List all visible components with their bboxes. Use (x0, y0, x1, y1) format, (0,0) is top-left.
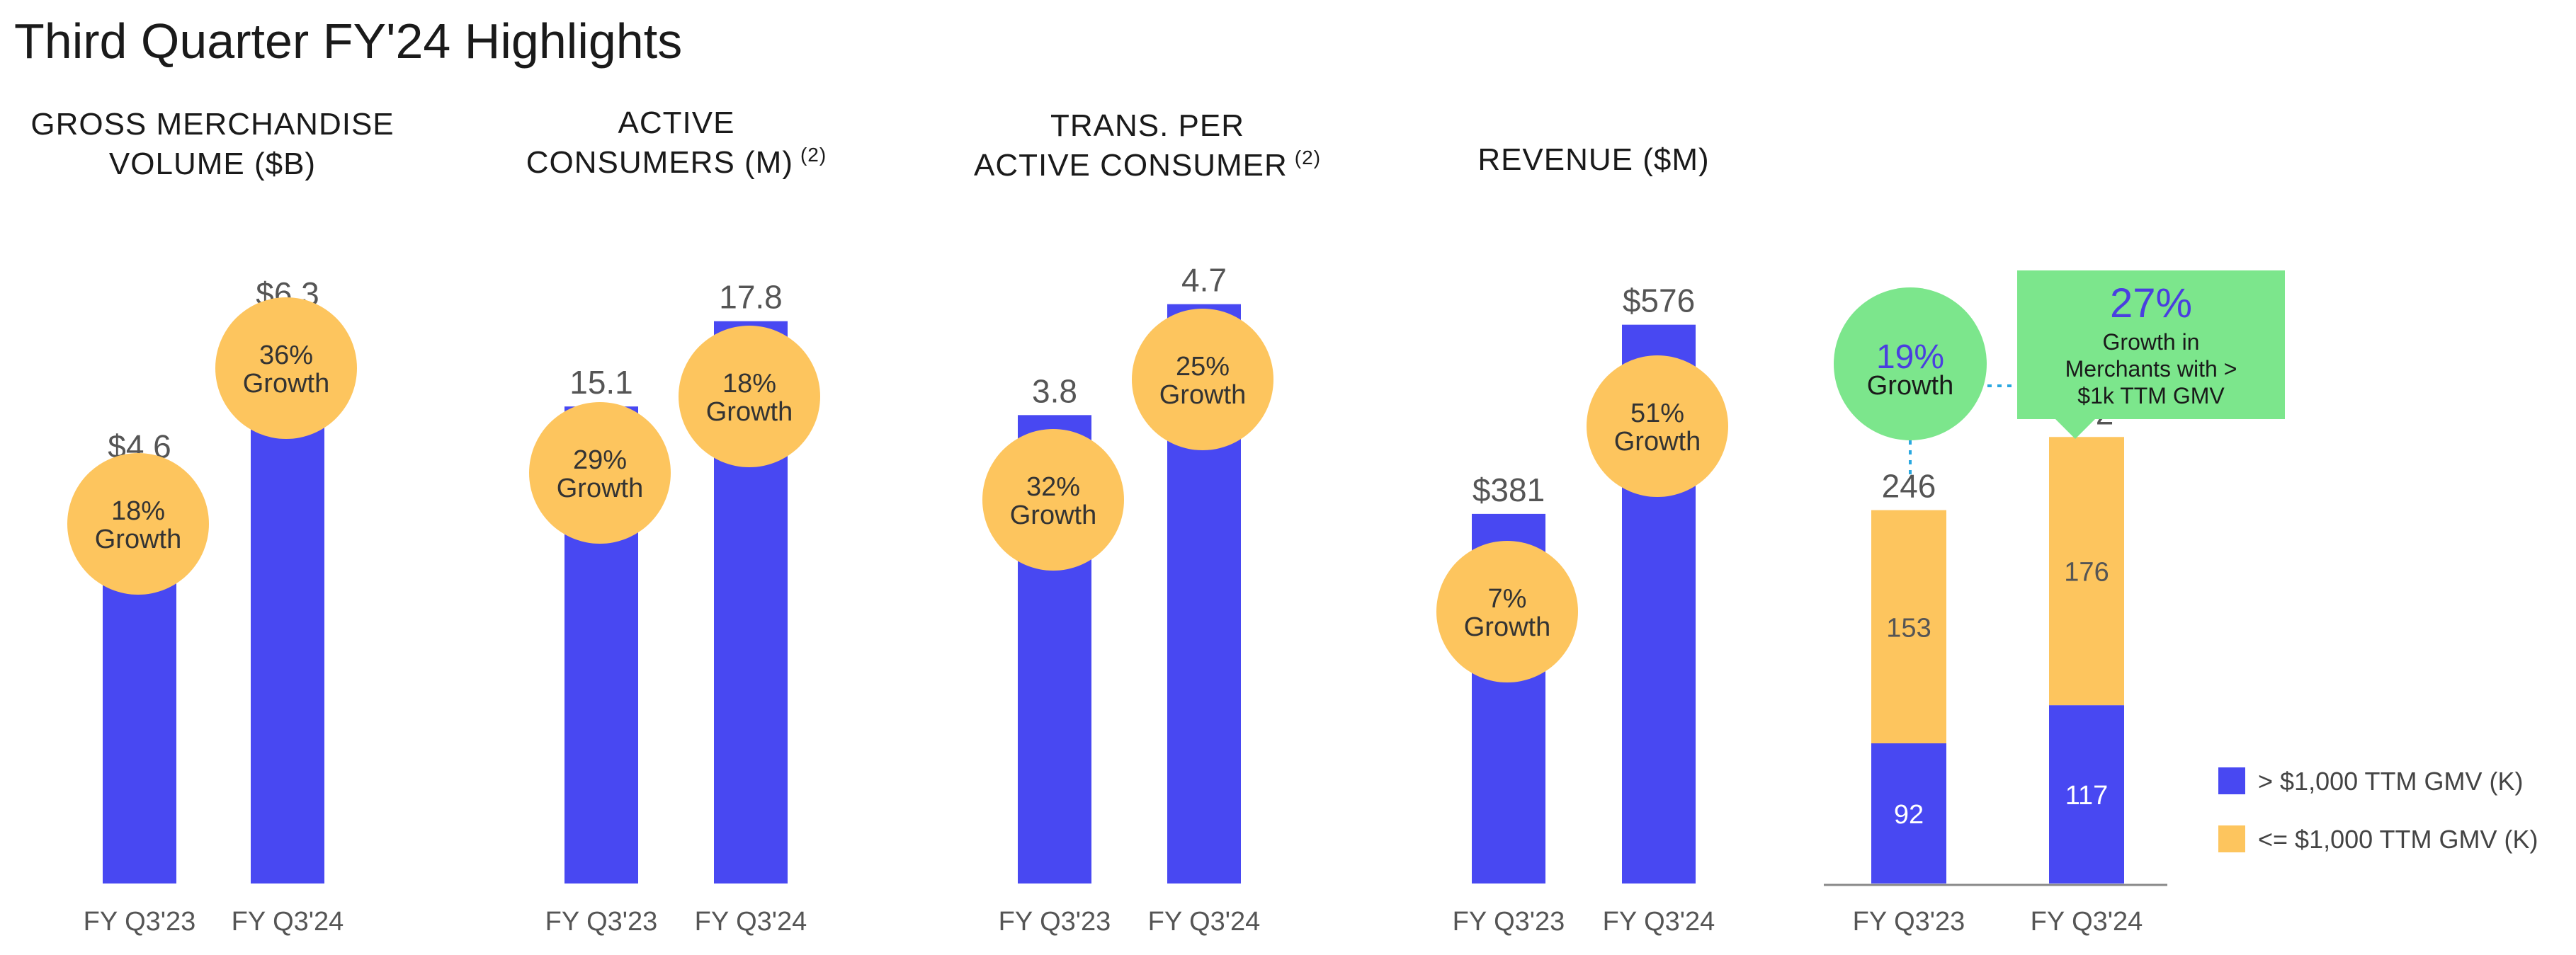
chart-0-x-tick-0: FY Q3'23 (84, 907, 196, 937)
chart-0-growth-word-0: Growth (95, 525, 181, 554)
chart-3-title: REVENUE ($M) (1477, 142, 1709, 177)
legend-label-1: <= $1,000 TTM GMV (K) (2258, 825, 2538, 854)
chart-1-x-tick-0: FY Q3'23 (545, 907, 658, 937)
legend-swatch-0 (2218, 767, 2245, 794)
chart-2-title-line2: ACTIVE CONSUMER (2) (974, 147, 1321, 183)
merchants-bar-high-gmv-1 (2049, 705, 2124, 883)
merchants-growth-box (2017, 270, 2285, 439)
chart-1-x-tick-1: FY Q3'24 (695, 907, 807, 937)
chart-0-growth-pct-0: 18% (111, 496, 165, 526)
merchants-x-tick-1: FY Q3'24 (2031, 907, 2143, 937)
chart-3-growth-word-0: Growth (1464, 612, 1550, 642)
chart-0-title: GROSS MERCHANDISE (30, 107, 394, 142)
chart-2-x-tick-1: FY Q3'24 (1148, 907, 1261, 937)
chart-3-growth-badge-0 (1436, 541, 1578, 682)
merchants-bar-low-gmv-1 (2049, 437, 2124, 706)
chart-1-growth-pct-0: 29% (573, 445, 627, 475)
chart-1-title-line2: CONSUMERS (M) (2) (526, 144, 827, 180)
chart-2-growth-word-0: Growth (1010, 501, 1096, 530)
chart-3-growth-word-1: Growth (1614, 427, 1701, 457)
chart-2-growth-badge-1 (1132, 309, 1273, 450)
chart-3-growth-pct-0: 7% (1488, 584, 1527, 614)
chart-0-growth-pct-1: 36% (259, 341, 313, 370)
chart-2-growth-badge-0 (982, 429, 1124, 571)
merchants-high-gmv-label-0: 92 (1894, 800, 1924, 830)
chart-1-growth-word-0: Growth (557, 474, 643, 503)
merchants-low-gmv-label-0: 153 (1886, 613, 1931, 643)
chart-1-growth-badge-1 (679, 326, 820, 467)
chart-2-value-label-1: 4.7 (1181, 262, 1227, 299)
chart-3-x-tick-1: FY Q3'24 (1603, 907, 1715, 937)
chart-1-footnote-mark: (2) (800, 144, 827, 166)
chart-0-title-line2: VOLUME ($B) (109, 147, 316, 181)
chart-1-growth-badge-0 (529, 402, 671, 544)
chart-2-growth-pct-0: 32% (1026, 472, 1080, 502)
legend-swatch-1 (2218, 825, 2245, 852)
chart-1-title: ACTIVE (618, 105, 735, 140)
chart-2-x-tick-0: FY Q3'23 (999, 907, 1111, 937)
merchants-bar-high-gmv-0 (1871, 743, 1946, 883)
chart-0-growth-word-1: Growth (243, 369, 329, 399)
chart-3-value-label-0: $381 (1473, 471, 1545, 508)
merchants-growth-box-pct: 27% (2110, 280, 2192, 326)
merchants-growth-circle (1834, 287, 1987, 440)
slide-title: Third Quarter FY'24 Highlights (14, 13, 682, 69)
merchants-growth-box-line-0: Growth in (2103, 329, 2200, 355)
chart-2-growth-word-1: Growth (1159, 380, 1246, 410)
chart-2-value-label-0: 3.8 (1032, 372, 1077, 409)
chart-2-footnote-mark: (2) (1295, 147, 1321, 168)
chart-0-growth-badge-1 (215, 297, 357, 439)
merchants-high-gmv-label-1: 117 (2065, 781, 2109, 811)
chart-0-x-tick-1: FY Q3'24 (232, 907, 344, 937)
chart-2-title: TRANS. PER (1050, 108, 1244, 143)
chart-1-value-label-1: 17.8 (719, 279, 783, 316)
chart-3-growth-pct-1: 51% (1630, 399, 1684, 428)
merchants-growth-circle-pct: 19% (1876, 338, 1944, 376)
merchants-growth-box-line-2: $1k TTM GMV (2077, 383, 2225, 408)
chart-1-growth-word-1: Growth (706, 397, 793, 427)
merchants-low-gmv-label-1: 176 (2064, 558, 2109, 588)
merchants-x-tick-0: FY Q3'23 (1853, 907, 1965, 937)
merchants-bar-low-gmv-0 (1871, 510, 1946, 743)
merchants-growth-box-line-1: Merchants with > (2065, 356, 2237, 382)
chart-3-growth-badge-1 (1587, 355, 1728, 497)
chart-2-growth-pct-1: 25% (1176, 352, 1230, 382)
merchants-growth-circle-word: Growth (1867, 371, 1953, 401)
chart-0-growth-badge-0 (67, 453, 209, 595)
chart-1-value-label-0: 15.1 (569, 364, 633, 401)
chart-1-growth-pct-1: 18% (722, 369, 776, 399)
chart-3-x-tick-0: FY Q3'23 (1453, 907, 1565, 937)
chart-3-value-label-1: $576 (1623, 282, 1695, 319)
legend-label-0: > $1,000 TTM GMV (K) (2258, 767, 2523, 796)
